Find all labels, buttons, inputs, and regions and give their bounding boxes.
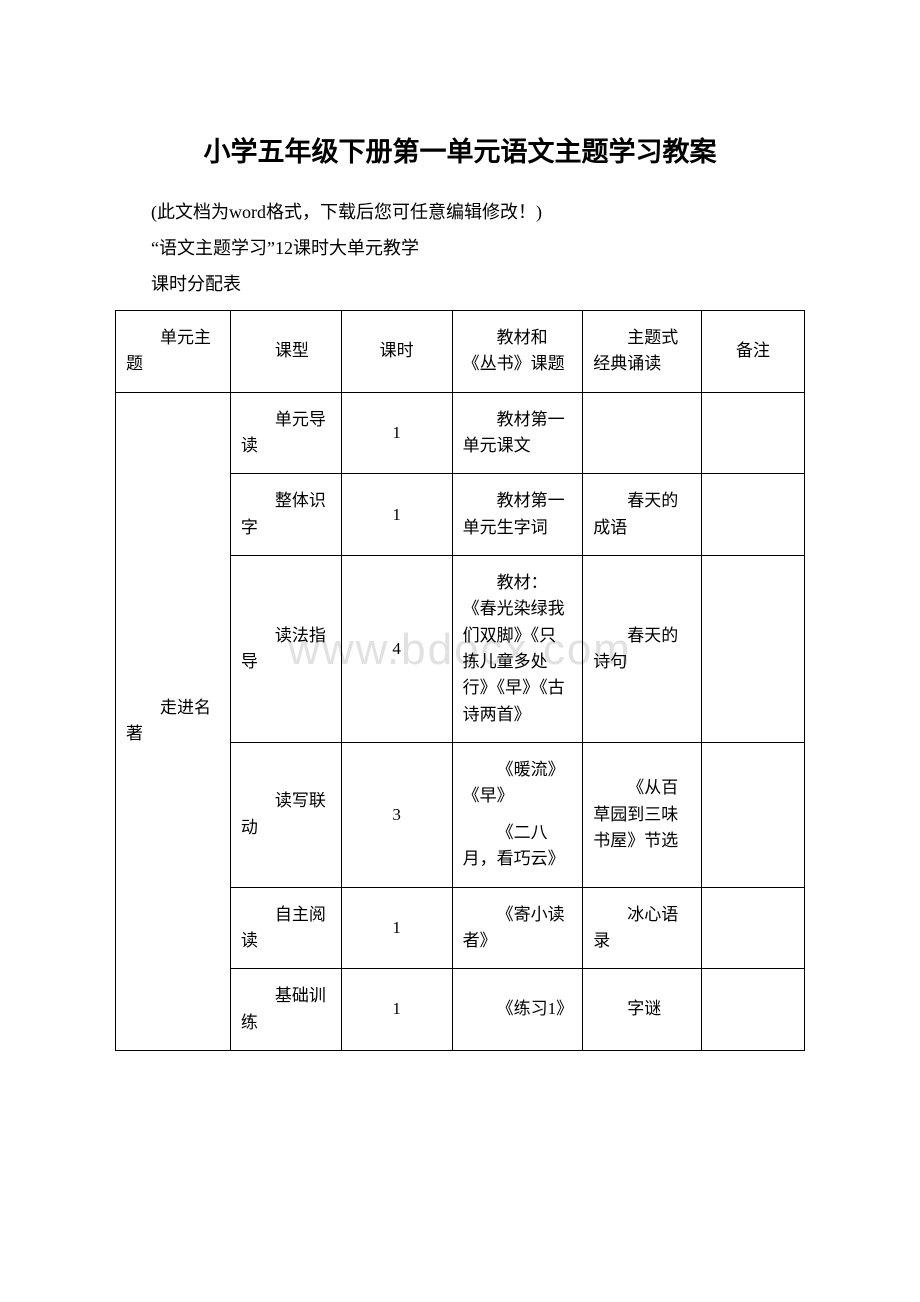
recitation-cell: 春天的诗句 — [583, 556, 702, 743]
hours-cell: 1 — [341, 969, 452, 1051]
schedule-table: 单元主题 课型 课时 教材和《丛书》课题 主题式经典诵读 备注 走进名著 单元导… — [115, 310, 805, 1051]
remarks-cell — [702, 474, 805, 556]
recitation-cell — [583, 392, 702, 474]
header-recitation: 主题式经典诵读 — [583, 311, 702, 393]
remarks-cell — [702, 743, 805, 887]
remarks-cell — [702, 969, 805, 1051]
schedule-table-container: 单元主题 课型 课时 教材和《丛书》课题 主题式经典诵读 备注 走进名著 单元导… — [115, 310, 805, 1051]
remarks-cell — [702, 556, 805, 743]
lesson-type-cell: 整体识字 — [230, 474, 341, 556]
recitation-cell: 字谜 — [583, 969, 702, 1051]
textbook-cell: 《暖流》《早》 《二八月，看巧云》 — [452, 743, 583, 887]
header-textbook: 教材和《丛书》课题 — [452, 311, 583, 393]
document-content: 小学五年级下册第一单元语文主题学习教案 (此文档为word格式，下载后您可任意编… — [115, 130, 805, 1051]
lesson-type-cell: 基础训练 — [230, 969, 341, 1051]
textbook-cell: 教材：《春光染绿我们双脚》《只拣儿童多处行》《早》《古诗两首》 — [452, 556, 583, 743]
header-unit-theme: 单元主题 — [116, 311, 231, 393]
hours-cell: 1 — [341, 887, 452, 969]
header-remarks: 备注 — [702, 311, 805, 393]
theme-cell: 走进名著 — [116, 392, 231, 1050]
hours-cell: 3 — [341, 743, 452, 887]
textbook-cell: 教材第一单元生字词 — [452, 474, 583, 556]
page-title: 小学五年级下册第一单元语文主题学习教案 — [115, 130, 805, 169]
header-hours: 课时 — [341, 311, 452, 393]
intro-paragraph-1: (此文档为word格式，下载后您可任意编辑修改！) — [115, 194, 805, 230]
table-row: 走进名著 单元导读 1 教材第一单元课文 — [116, 392, 805, 474]
lesson-type-cell: 单元导读 — [230, 392, 341, 474]
table-header-row: 单元主题 课型 课时 教材和《丛书》课题 主题式经典诵读 备注 — [116, 311, 805, 393]
lesson-type-cell: 自主阅读 — [230, 887, 341, 969]
textbook-cell: 教材第一单元课文 — [452, 392, 583, 474]
recitation-cell: 冰心语录 — [583, 887, 702, 969]
textbook-cell: 《练习1》 — [452, 969, 583, 1051]
lesson-type-cell: 读写联动 — [230, 743, 341, 887]
intro-paragraph-3: 课时分配表 — [115, 266, 805, 302]
hours-cell: 1 — [341, 392, 452, 474]
textbook-cell-part-a: 《暖流》《早》 — [463, 757, 573, 810]
recitation-cell: 春天的成语 — [583, 474, 702, 556]
header-lesson-type: 课型 — [230, 311, 341, 393]
recitation-cell: 《从百草园到三味书屋》节选 — [583, 743, 702, 887]
lesson-type-cell: 读法指导 — [230, 556, 341, 743]
intro-paragraph-2: “语文主题学习”12课时大单元教学 — [115, 230, 805, 266]
textbook-cell: 《寄小读者》 — [452, 887, 583, 969]
hours-cell: 1 — [341, 474, 452, 556]
remarks-cell — [702, 887, 805, 969]
hours-cell: 4 — [341, 556, 452, 743]
remarks-cell — [702, 392, 805, 474]
textbook-cell-part-b: 《二八月，看巧云》 — [463, 820, 573, 873]
